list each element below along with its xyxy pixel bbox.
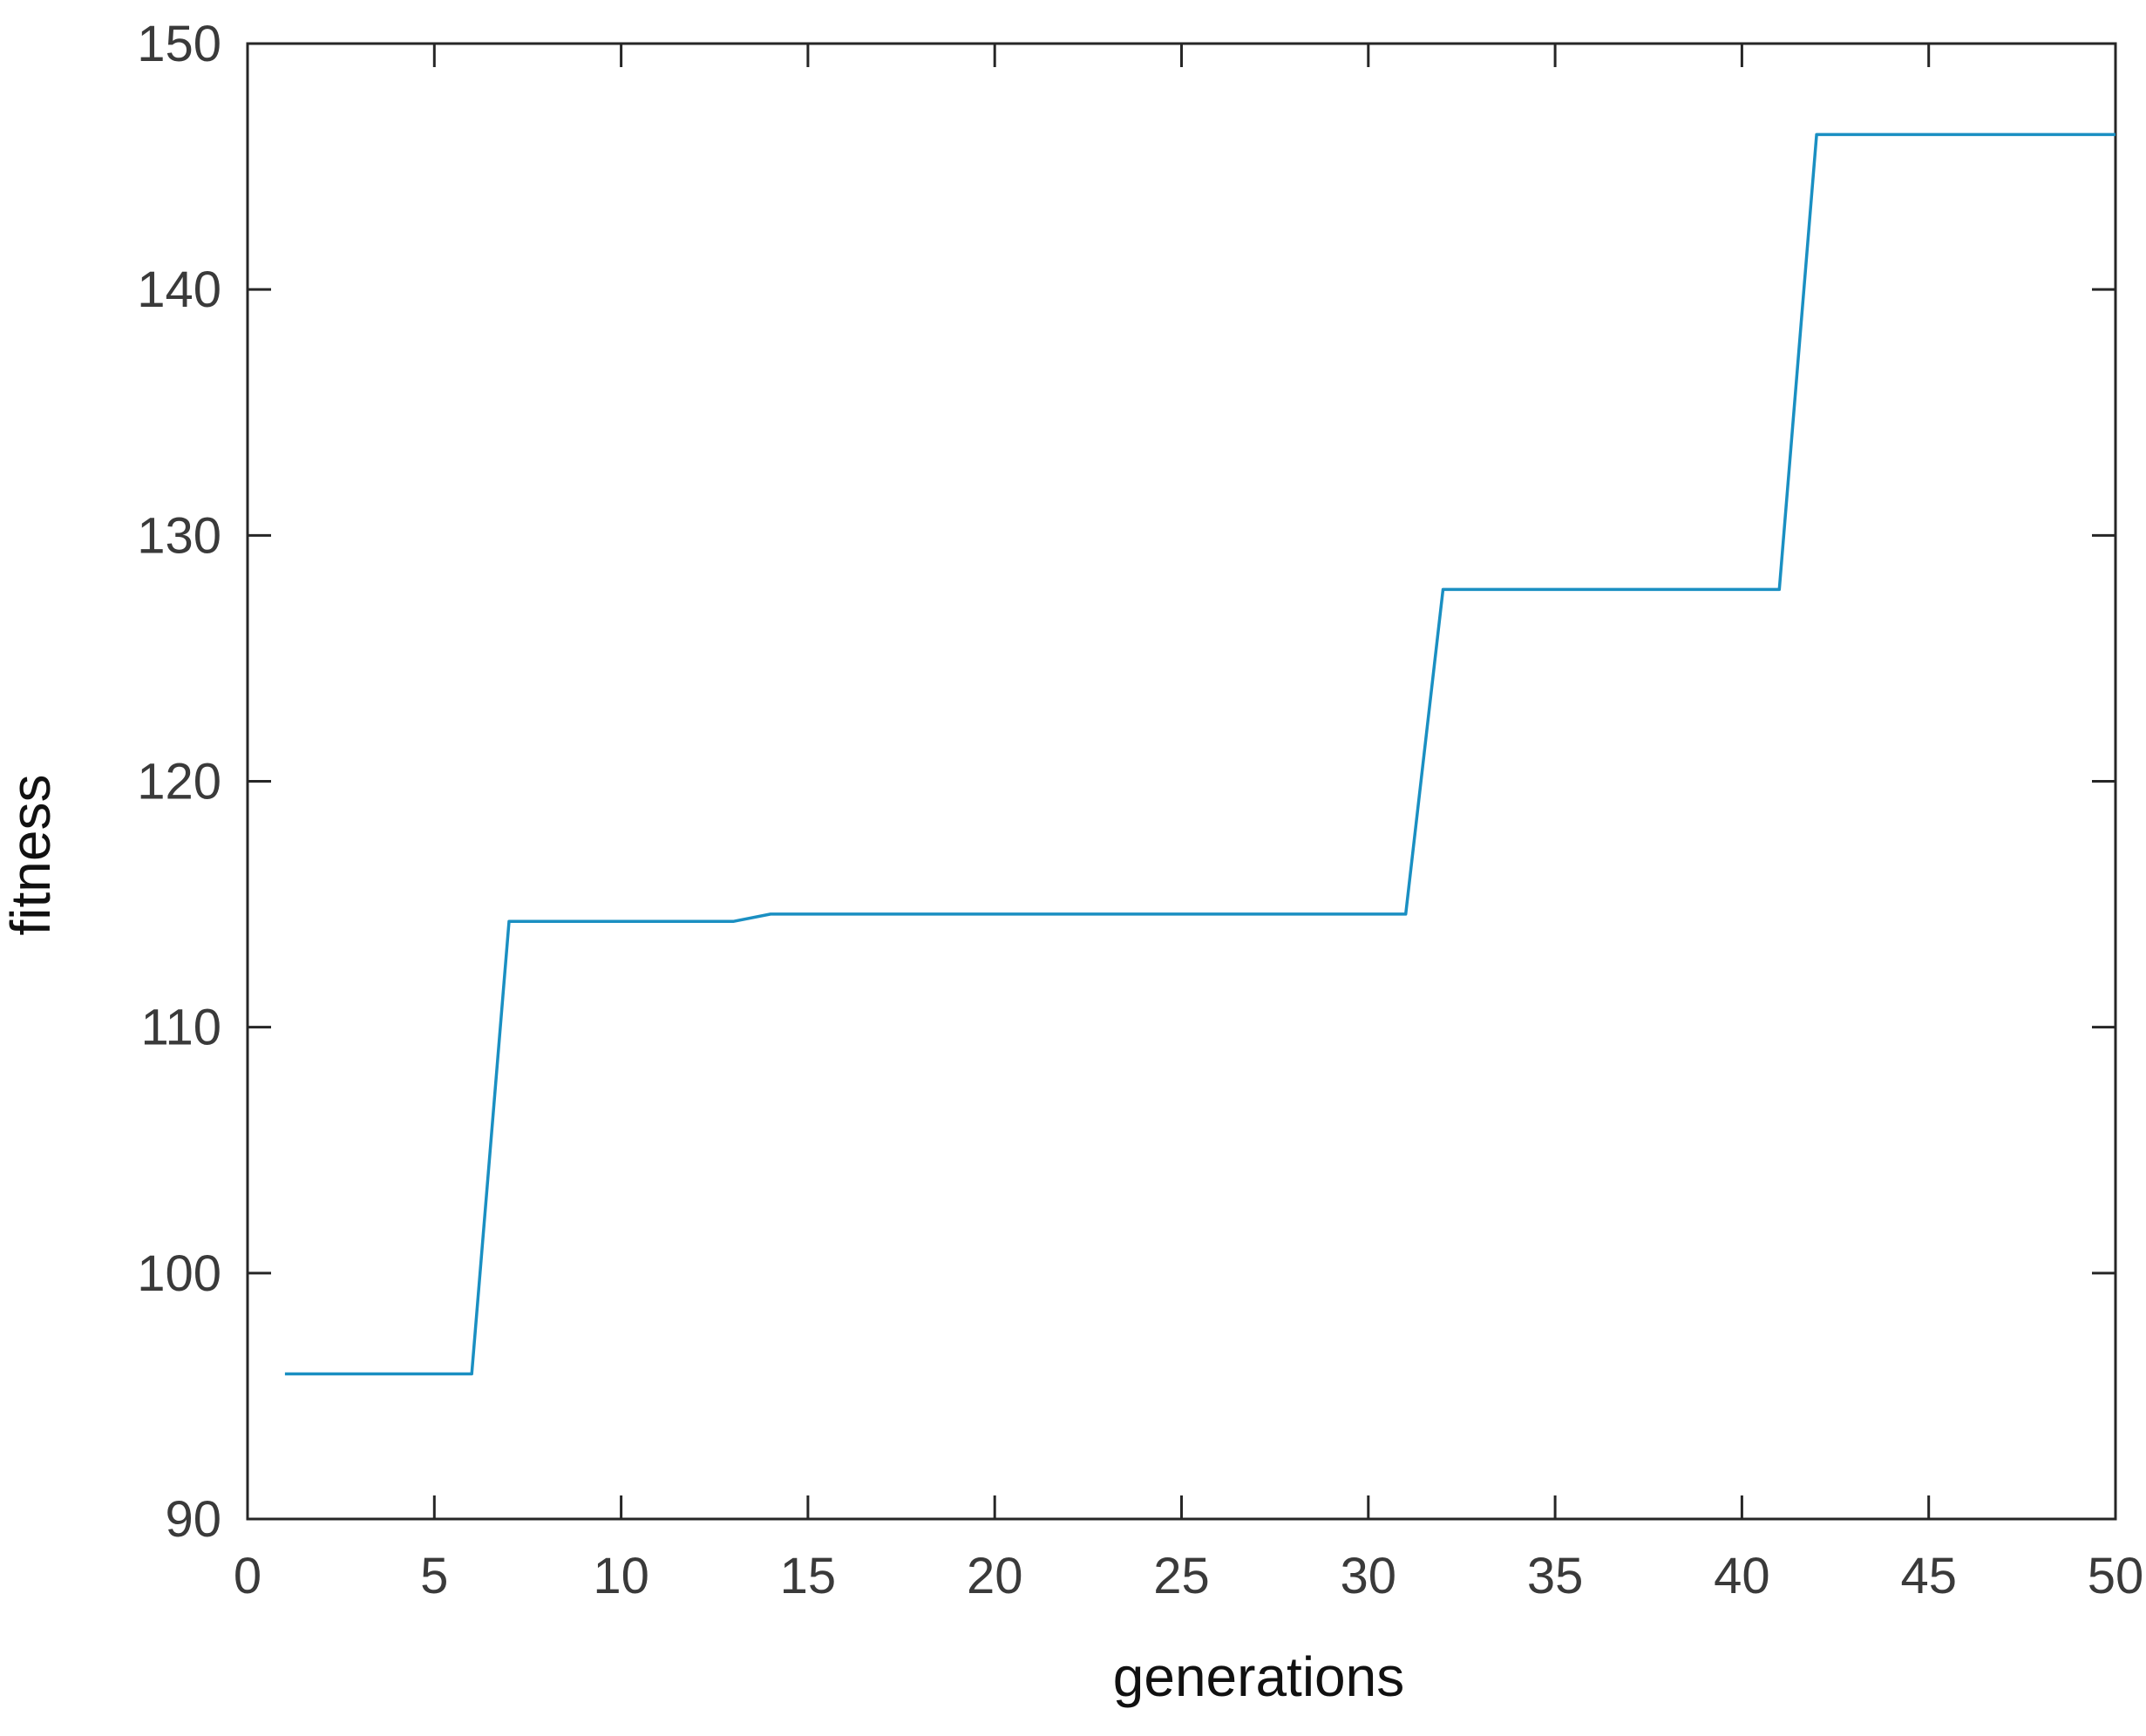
x-tick-label: 10 xyxy=(593,1548,649,1604)
x-axis: 0 5 10 15 20 25 30 35 40 45 50 xyxy=(234,44,2143,1604)
series-line xyxy=(284,132,2115,1376)
series-layer xyxy=(284,132,2115,1376)
y-axis-title: fitness xyxy=(0,775,62,936)
x-tick-label: 25 xyxy=(1153,1548,1210,1604)
x-tick-label: 5 xyxy=(420,1548,448,1604)
x-tick-label: 50 xyxy=(2088,1548,2144,1604)
y-tick-label: 120 xyxy=(137,754,221,810)
x-tick-label: 15 xyxy=(780,1548,837,1604)
y-tick-label: 140 xyxy=(137,261,221,318)
y-tick-label: 100 xyxy=(137,1245,221,1302)
y-tick-label: 150 xyxy=(137,16,221,72)
x-axis-title: generations xyxy=(1113,1645,1404,1708)
x-tick-label: 0 xyxy=(234,1548,261,1604)
plot-area xyxy=(246,42,2117,1521)
y-tick-label: 90 xyxy=(165,1491,221,1548)
y-axis: 90 100 110 120 130 140 150 xyxy=(137,16,2115,1548)
x-tick-label: 20 xyxy=(967,1548,1023,1604)
x-tick-label: 30 xyxy=(1341,1548,1397,1604)
x-tick-label: 40 xyxy=(1714,1548,1770,1604)
plot-frame xyxy=(246,42,2117,1521)
x-tick-label: 45 xyxy=(1900,1548,1957,1604)
y-tick-label: 110 xyxy=(141,1000,221,1056)
y-tick-label: 130 xyxy=(137,507,221,564)
x-tick-label: 35 xyxy=(1527,1548,1584,1604)
